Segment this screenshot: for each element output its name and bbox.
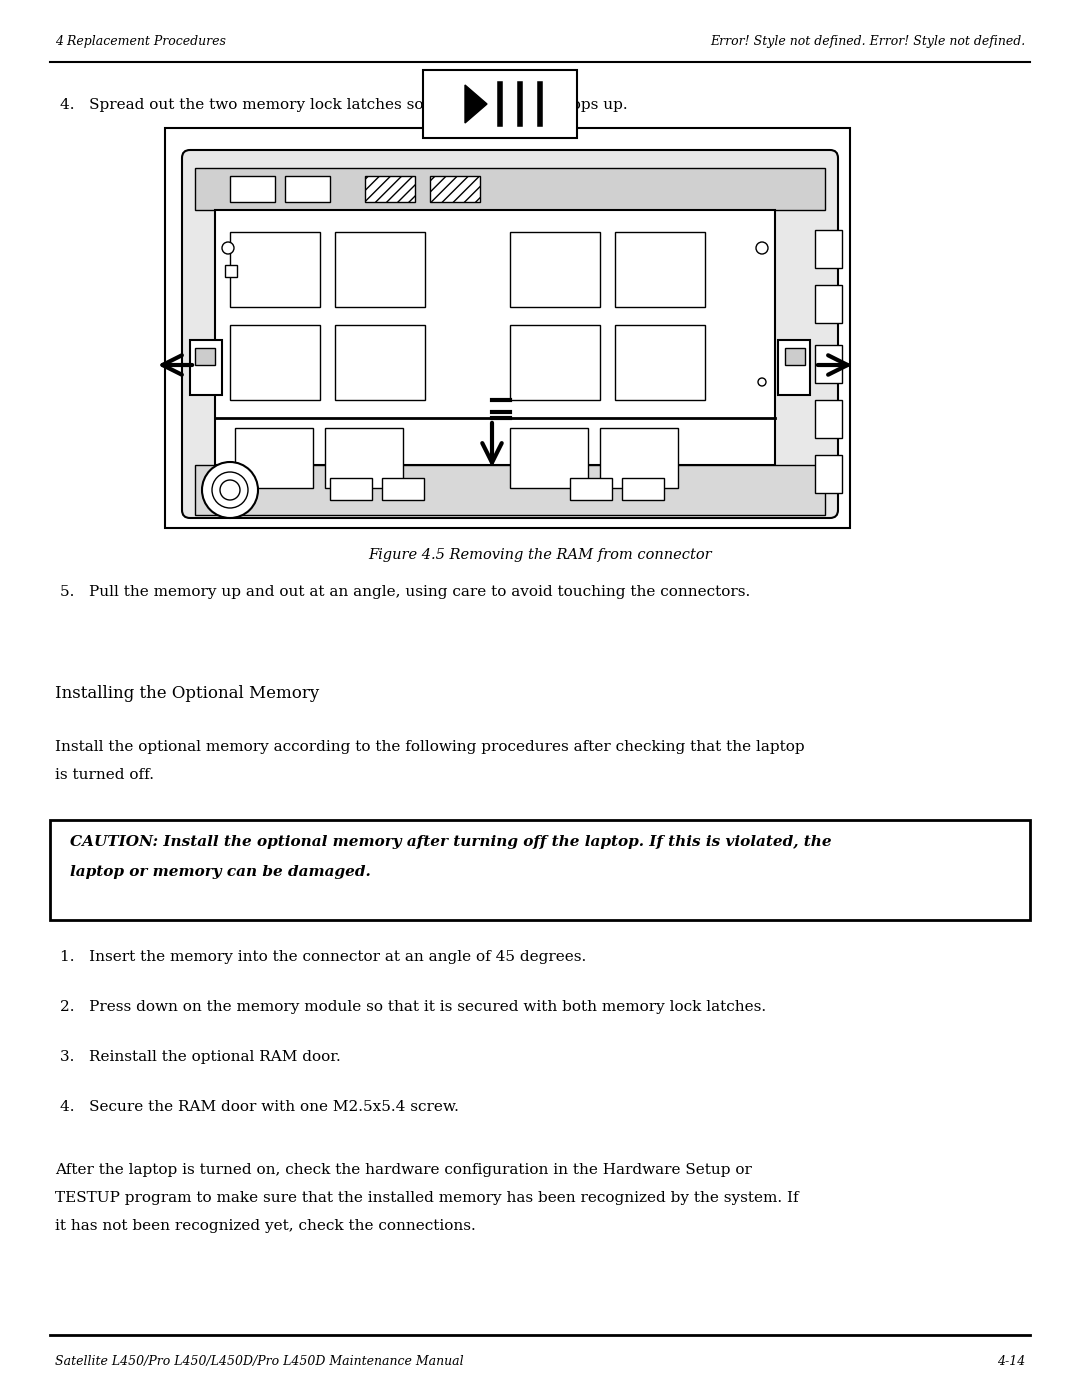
Text: Install the optional memory according to the following procedures after checking: Install the optional memory according to… [55,740,805,754]
Bar [335,326,426,400]
Bar [215,210,775,465]
Text: Installing the Optional Memory: Installing the Optional Memory [55,685,320,703]
Bar [615,232,705,307]
Circle shape [220,481,240,500]
Bar [190,339,222,395]
Text: 3.   Reinstall the optional RAM door.: 3. Reinstall the optional RAM door. [60,1051,341,1065]
Bar [600,427,678,488]
Bar [815,455,842,493]
Bar [195,168,825,210]
Text: Satellite L450/Pro L450/L450D/Pro L450D Maintenance Manual: Satellite L450/Pro L450/L450D/Pro L450D … [55,1355,463,1368]
Bar [570,478,612,500]
Text: Figure 4.5 Removing the RAM from connector: Figure 4.5 Removing the RAM from connect… [368,548,712,562]
Bar [335,232,426,307]
Bar [195,465,825,515]
Text: CAUTION: Install the optional memory after turning off the laptop. If this is vi: CAUTION: Install the optional memory aft… [70,835,832,849]
Bar [230,232,320,307]
Bar [285,176,330,203]
Bar [622,478,664,500]
Text: 1.   Insert the memory into the connector at an angle of 45 degrees.: 1. Insert the memory into the connector … [60,950,586,964]
Text: After the laptop is turned on, check the hardware configuration in the Hardware : After the laptop is turned on, check the… [55,1162,752,1178]
Bar [815,231,842,268]
Circle shape [202,462,258,518]
Bar [235,427,313,488]
Bar [382,478,424,500]
Bar [778,339,810,395]
Circle shape [758,379,766,386]
Bar [785,348,805,365]
Text: laptop or memory can be damaged.: laptop or memory can be damaged. [70,865,370,879]
Text: 4-14: 4-14 [997,1355,1025,1368]
Bar [230,176,275,203]
Bar [423,70,577,138]
Bar [510,427,588,488]
Text: Error! Style not defined. Error! Style not defined.: Error! Style not defined. Error! Style n… [710,35,1025,47]
Bar [325,427,403,488]
Circle shape [222,242,234,254]
Bar [225,265,237,277]
Bar [815,345,842,383]
Circle shape [756,242,768,254]
Text: 4.   Secure the RAM door with one M2.5x5.4 screw.: 4. Secure the RAM door with one M2.5x5.4… [60,1099,459,1113]
Bar [165,129,850,528]
Text: TESTUP program to make sure that the installed memory has been recognized by the: TESTUP program to make sure that the ins… [55,1192,798,1206]
Bar [430,176,480,203]
Bar [365,176,415,203]
Bar [815,400,842,439]
Bar [195,348,215,365]
Bar [615,326,705,400]
Text: 4.   Spread out the two memory lock latches so that the memory pops up.: 4. Spread out the two memory lock latche… [60,98,627,112]
Bar [230,326,320,400]
Circle shape [212,472,248,509]
Bar [50,820,1030,921]
Text: 4 Replacement Procedures: 4 Replacement Procedures [55,35,226,47]
Bar [815,285,842,323]
Bar [510,232,600,307]
Bar [510,326,600,400]
Bar [330,478,372,500]
FancyBboxPatch shape [183,149,838,518]
Text: 5.   Pull the memory up and out at an angle, using care to avoid touching the co: 5. Pull the memory up and out at an angl… [60,585,751,599]
Polygon shape [465,85,487,123]
Text: is turned off.: is turned off. [55,768,154,782]
Text: it has not been recognized yet, check the connections.: it has not been recognized yet, check th… [55,1220,476,1234]
Text: 2.   Press down on the memory module so that it is secured with both memory lock: 2. Press down on the memory module so th… [60,1000,766,1014]
